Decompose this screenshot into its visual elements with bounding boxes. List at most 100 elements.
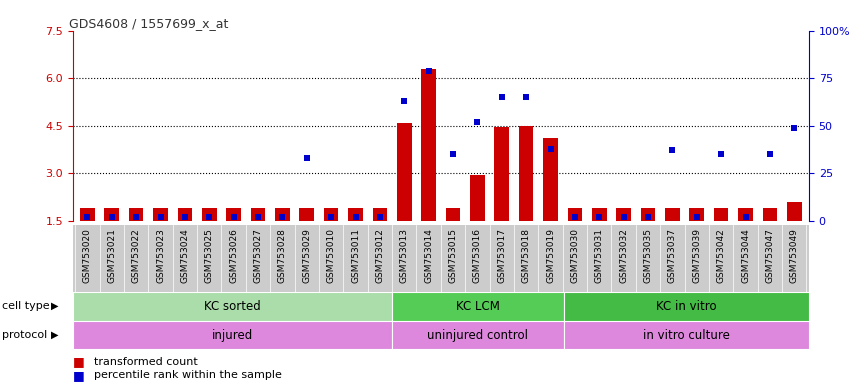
Text: GSM753017: GSM753017 [497,228,506,283]
Text: GSM753039: GSM753039 [693,228,701,283]
Bar [763,208,777,221]
Bar [519,126,533,221]
Text: GSM753011: GSM753011 [351,228,360,283]
Text: percentile rank within the sample: percentile rank within the sample [94,370,282,381]
Point [592,214,606,220]
Point [690,214,704,220]
Point [178,214,192,220]
Text: GSM753022: GSM753022 [132,228,140,283]
Bar [397,122,412,221]
Text: GSM753020: GSM753020 [83,228,92,283]
Point [739,214,752,220]
Point [202,214,216,220]
Point [397,98,411,104]
Text: GDS4608 / 1557699_x_at: GDS4608 / 1557699_x_at [69,17,229,30]
Text: GSM753013: GSM753013 [400,228,409,283]
Text: ▶: ▶ [51,301,58,311]
Bar [348,208,363,221]
Bar [616,208,631,221]
Bar [73,321,392,349]
Text: GSM753024: GSM753024 [181,228,189,283]
Text: uninjured control: uninjured control [427,329,528,341]
Bar [392,292,563,321]
Text: GSM753021: GSM753021 [107,228,116,283]
Bar [128,208,144,221]
Text: ■: ■ [73,369,85,382]
Point [666,147,680,154]
Text: ▶: ▶ [51,330,58,340]
Point [714,151,728,157]
Text: GSM753029: GSM753029 [302,228,312,283]
Text: GSM753026: GSM753026 [229,228,238,283]
Bar [275,208,289,221]
Point [227,214,241,220]
Text: KC in vitro: KC in vitro [656,300,716,313]
Point [788,124,801,131]
Bar [153,208,168,221]
Text: GSM753016: GSM753016 [473,228,482,283]
Text: GSM753035: GSM753035 [644,228,652,283]
Bar [665,208,680,221]
Text: GSM753018: GSM753018 [521,228,531,283]
Bar [714,208,728,221]
Point [105,214,119,220]
Bar [738,208,753,221]
Text: GSM753014: GSM753014 [425,228,433,283]
Point [763,151,776,157]
Point [471,119,484,125]
Bar [300,208,314,221]
Point [80,214,94,220]
Text: GSM753037: GSM753037 [668,228,677,283]
Point [324,214,338,220]
Point [495,94,508,100]
Bar [689,208,704,221]
Bar [495,127,509,221]
Text: GSM753028: GSM753028 [278,228,287,283]
Bar [202,208,217,221]
Bar [470,175,484,221]
Text: GSM753030: GSM753030 [570,228,580,283]
Text: ■: ■ [73,355,85,368]
Text: injured: injured [211,329,253,341]
Text: cell type: cell type [2,301,50,311]
Bar [372,208,387,221]
Text: GSM753023: GSM753023 [156,228,165,283]
Point [251,214,265,220]
Point [373,214,387,220]
Bar [226,208,241,221]
Text: KC sorted: KC sorted [204,300,260,313]
Text: GSM753042: GSM753042 [716,228,726,283]
Bar [324,208,338,221]
Bar [787,202,801,221]
Point [348,214,362,220]
Bar [73,292,392,321]
Bar [568,208,582,221]
Text: in vitro culture: in vitro culture [643,329,729,341]
Point [422,68,436,74]
Point [276,214,289,220]
Text: GSM753047: GSM753047 [765,228,775,283]
Bar [563,321,809,349]
Bar [251,208,265,221]
Text: GSM753044: GSM753044 [741,228,750,283]
Point [129,214,143,220]
Bar [177,208,193,221]
Text: GSM753027: GSM753027 [253,228,263,283]
Bar [544,139,558,221]
Text: GSM753010: GSM753010 [327,228,336,283]
Text: GSM753031: GSM753031 [595,228,603,283]
Point [544,146,557,152]
Bar [563,292,809,321]
Point [446,151,460,157]
Text: KC LCM: KC LCM [455,300,500,313]
Text: transformed count: transformed count [94,356,198,367]
Point [300,155,313,161]
Text: GSM753032: GSM753032 [619,228,628,283]
Bar [80,208,95,221]
Point [520,94,533,100]
Bar [446,208,461,221]
Bar [421,69,436,221]
Point [641,214,655,220]
Text: GSM753015: GSM753015 [449,228,457,283]
Text: GSM753049: GSM753049 [790,228,799,283]
